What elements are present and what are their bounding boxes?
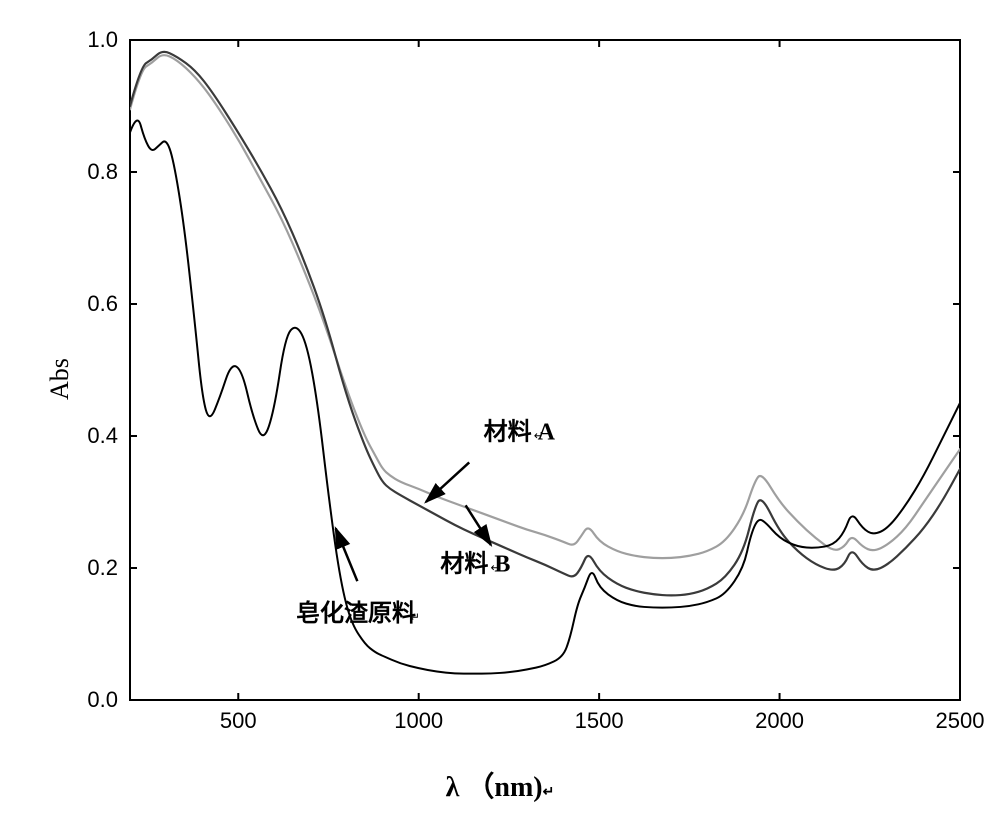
x-tick-label: 2000 [755, 708, 804, 733]
y-tick-label: 0.2 [87, 555, 118, 580]
x-tick-label: 500 [220, 708, 257, 733]
y-tick-label: 1.0 [87, 27, 118, 52]
chart-container: 500 1000 1500 2000 2500 0.0 0.2 0.4 0.6 0.8 1.0 材料 … [0, 0, 1000, 827]
annotation-label: 材料 A [484, 418, 556, 445]
y-tick-label: 0.6 [87, 291, 118, 316]
annotation-trailing: ↵ [491, 560, 501, 574]
x-axis-label-trailing: ↵ [543, 785, 555, 800]
y-axis-label: Abs [45, 358, 75, 400]
x-tick-label: 1500 [575, 708, 624, 733]
y-tick-label: 0.8 [87, 159, 118, 184]
y-axis-label-text: Abs [45, 358, 74, 400]
x-tick-label: 2500 [936, 708, 985, 733]
annotation-trailing: ↵ [410, 610, 420, 624]
chart-svg: 500 1000 1500 2000 2500 0.0 0.2 0.4 0.6 0.8 1.0 材料 … [0, 0, 1000, 827]
x-tick-label: 1000 [394, 708, 443, 733]
annotation-trailing: ↵ [534, 428, 544, 442]
y-tick-label: 0.4 [87, 423, 118, 448]
annotation-label: 皂化渣原料 [296, 599, 416, 627]
y-tick-label: 0.0 [87, 687, 118, 712]
x-axis-label: λ （nm)↵ [0, 765, 1000, 805]
x-axis-label-text: λ （nm) [446, 772, 543, 803]
